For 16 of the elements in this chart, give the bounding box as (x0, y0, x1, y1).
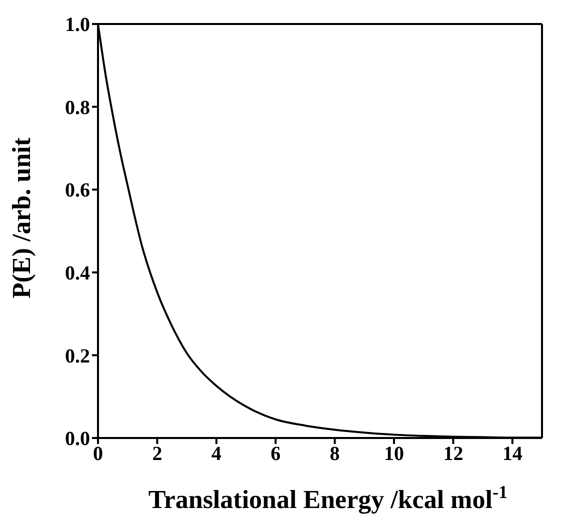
y-tick-label: 0.4 (65, 262, 90, 284)
x-tick-label: 12 (443, 443, 464, 466)
x-tick-label: 4 (211, 443, 222, 466)
y-tick-label: 0.2 (65, 345, 90, 368)
x-tick-label: 10 (384, 443, 404, 466)
x-tick-label: 0 (93, 443, 103, 466)
y-tick-label: 1.0 (65, 14, 90, 36)
x-axis-title: Translational Energy /kcal mol$^{-1}$ (148, 482, 508, 514)
y-tick-label: 0.6 (65, 180, 90, 202)
x-tick-label: 14 (502, 443, 522, 466)
y-tick-label: 0.8 (65, 96, 90, 119)
x-tick-label: 2 (152, 443, 162, 466)
y-axis-title: P(E) /arb. unit (7, 137, 36, 299)
x-tick-label: 8 (330, 443, 340, 466)
x-tick-label: 6 (270, 443, 281, 466)
y-tick-label: 0.0 (65, 428, 90, 450)
